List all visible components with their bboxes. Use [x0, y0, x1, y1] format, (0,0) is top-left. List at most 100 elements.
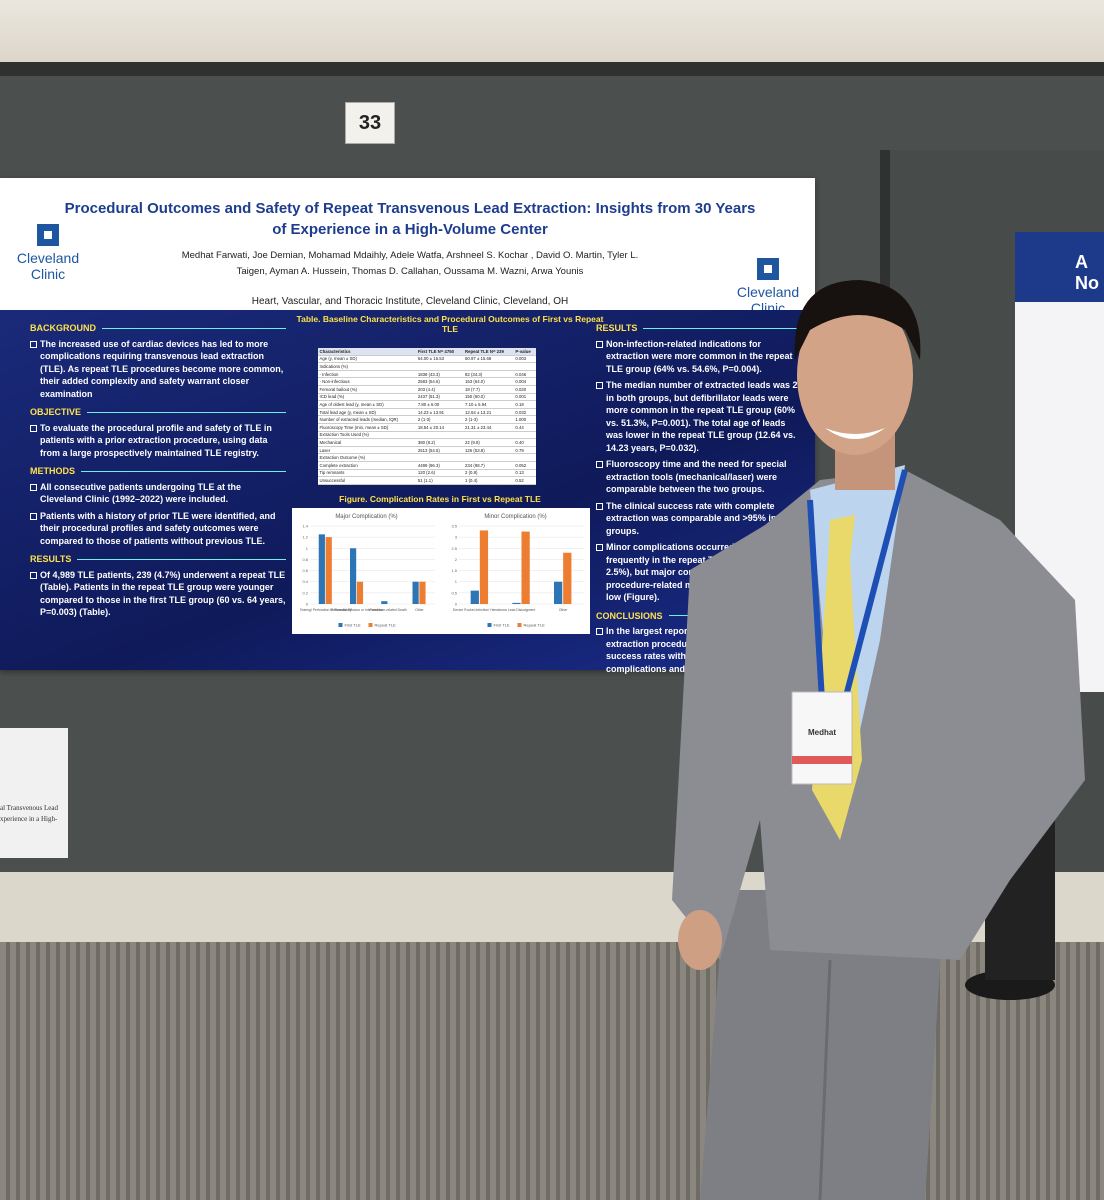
y-tick-label: 0.6 [302, 568, 308, 573]
table-cell: 2 (1-3) [463, 415, 514, 424]
logo-text: Cleveland Clinic [16, 250, 80, 282]
table-cell: Extraction Tools Used (%) [318, 431, 536, 440]
badge-band [792, 756, 852, 764]
bar [381, 601, 388, 604]
table-cell: 1838 (43.3) [416, 370, 464, 379]
section-heading: RESULTS [596, 322, 804, 335]
table-row: Total lead age (y, mean ± SD) 14.23 ± 13.… [318, 408, 536, 417]
table-cell: 234 (98.7) [463, 461, 514, 470]
table-row: Fluoroscopy Time (min, mean ± SD) 18.54 ±… [318, 423, 536, 432]
bullet-text: All consecutive patients undergoing TLE … [30, 481, 286, 506]
table-cell: 60.97 ± 15.68 [463, 355, 514, 364]
x-tick-label: Device Pocket Infection/ Hematoma [453, 608, 507, 612]
table-row: Complete extraction 4499 (96.3) 234 (98.7)… [318, 461, 536, 470]
table-cell: 18 (7.7) [463, 385, 514, 394]
table-cell: Laser [318, 446, 417, 455]
face [797, 295, 913, 455]
y-tick-label: 2.5 [451, 546, 457, 551]
table-cell: 18.54 ± 20.14 [416, 423, 464, 432]
table-cell: Extraction Outcome (%) [318, 453, 536, 462]
poster-title: Procedural Outcomes and Safety of Repeat… [64, 200, 756, 238]
table-cell: 1.000 [513, 415, 536, 424]
table-row: Indications (%) [318, 362, 536, 371]
table-cell: Unsuccessful [318, 476, 417, 485]
table-cell: 0.18 [513, 400, 536, 409]
bar [563, 552, 572, 604]
bullet-text: To evaluate the procedural profile and s… [30, 422, 286, 460]
table-row: Extraction Tools Used (%) [318, 431, 536, 440]
figure-title: Figure. Complication Rates in First vs R… [339, 494, 541, 504]
x-tick-label: Tearing/ Perforation to Sternotomy [300, 608, 352, 612]
y-tick-label: 0.8 [302, 557, 308, 562]
table-cell: 153 (64.0) [463, 377, 514, 386]
table-cell: 2 (0.8) [463, 469, 514, 478]
table-cell: 380 (8.2) [416, 438, 464, 447]
bullet-text: The increased use of cardiac devices has… [30, 338, 286, 401]
y-tick-label: 0.5 [451, 590, 457, 595]
poster-fragment: A No [1015, 232, 1104, 302]
chart-title: Major Complication (%) [335, 514, 397, 520]
table-cell: 0.52 [513, 476, 536, 485]
table-cell: 0.032 [513, 408, 536, 417]
table-cell: 82 (34.3) [463, 370, 514, 379]
table: Characteristics First TLE N= 4750 Repeat T… [318, 348, 536, 485]
bar [412, 581, 419, 604]
authors: Medhat Farwati, Joe Demian, Mohamad Mdai… [181, 250, 639, 277]
table-cell: 0.003 [513, 355, 536, 364]
y-tick-label: 0.2 [302, 590, 308, 595]
table-cell: 51 (1.1) [416, 476, 464, 485]
logo: Cleveland Clinic [8, 224, 88, 282]
table-cell: 0.052 [513, 461, 536, 470]
y-tick-label: 0 [455, 602, 458, 607]
bullet-text: The clinical success rate with complete … [596, 500, 804, 538]
table-cell: Femoral bailout (%) [318, 385, 417, 394]
table-row: Number of extracted leads (median, IQR) 2… [318, 415, 536, 424]
y-tick-label: 0 [306, 602, 309, 607]
bullet-text: The median number of extracted leads was… [596, 379, 804, 454]
table-cell: - Infection [318, 370, 417, 379]
table-cell: 150 (60.0) [463, 393, 514, 402]
table-row: Unsuccessful 51 (1.1) 1 (0.4) 0.52 [318, 476, 536, 485]
legend-label: Repeat TLE [375, 623, 397, 628]
table-cell: Fluoroscopy Time (min, mean ± SD) [318, 423, 417, 432]
section-heading: CONCLUSIONS [596, 610, 804, 623]
neighbor-poster: al Transvenous Lead xperience in a High- [0, 728, 68, 858]
table-row: Age (y, mean ± SD) 64.00 ± 15.53 60.97 ± 1… [318, 355, 536, 364]
bar [318, 534, 325, 604]
table-cell: Age of oldest lead (y, mean ± SD) [318, 400, 417, 409]
table-cell: 14.23 ± 13.91 [416, 408, 464, 417]
table-row: - Infection 1838 (43.3) 82 (34.3) 0.046 [318, 370, 536, 379]
table-cell: 120 (2.6) [416, 469, 464, 478]
table-row: Femoral bailout (%) 203 (4.4) 18 (7.7) 0.02… [318, 385, 536, 394]
legend-swatch [517, 623, 522, 627]
x-tick-label: Lead Dislodgment [508, 608, 535, 612]
poster-fragment: xperience in a High- [0, 815, 58, 823]
bar [350, 548, 357, 604]
table-title: Table. Baseline Characteristics and Proc… [296, 314, 604, 334]
table-cell: 1 (0.4) [463, 476, 514, 485]
section-heading: RESULTS [30, 553, 286, 566]
y-tick-label: 2 [455, 557, 458, 562]
bar [512, 602, 521, 604]
badge-name: Medhat [808, 728, 836, 737]
legend-swatch [368, 623, 373, 627]
section-heading: OBJECTIVE [30, 406, 286, 419]
bar [554, 581, 563, 604]
bar [521, 531, 530, 604]
chart-title: Minor Complication (%) [484, 514, 546, 520]
hair [794, 280, 921, 360]
left-column: BACKGROUND The increased use of cardiac d… [30, 316, 286, 623]
section-heading: METHODS [30, 465, 286, 478]
legend-swatch [338, 623, 343, 627]
bullet-text: Patients with a history of prior TLE wer… [30, 510, 286, 548]
table-cell: 0.44 [513, 423, 536, 432]
bar [325, 537, 332, 604]
table-cell: 4499 (96.3) [416, 461, 464, 470]
lanyard [807, 469, 908, 701]
trousers [700, 890, 945, 1200]
affiliation: Heart, Vascular, and Thoracic Institute,… [251, 296, 569, 307]
table-cell: 2437 (51.3) [416, 393, 464, 402]
legend-swatch [487, 623, 492, 627]
figure: Major Complication (%) 0 0.2 0.4 0.6 0.8 1 1.2 1… [292, 508, 590, 634]
